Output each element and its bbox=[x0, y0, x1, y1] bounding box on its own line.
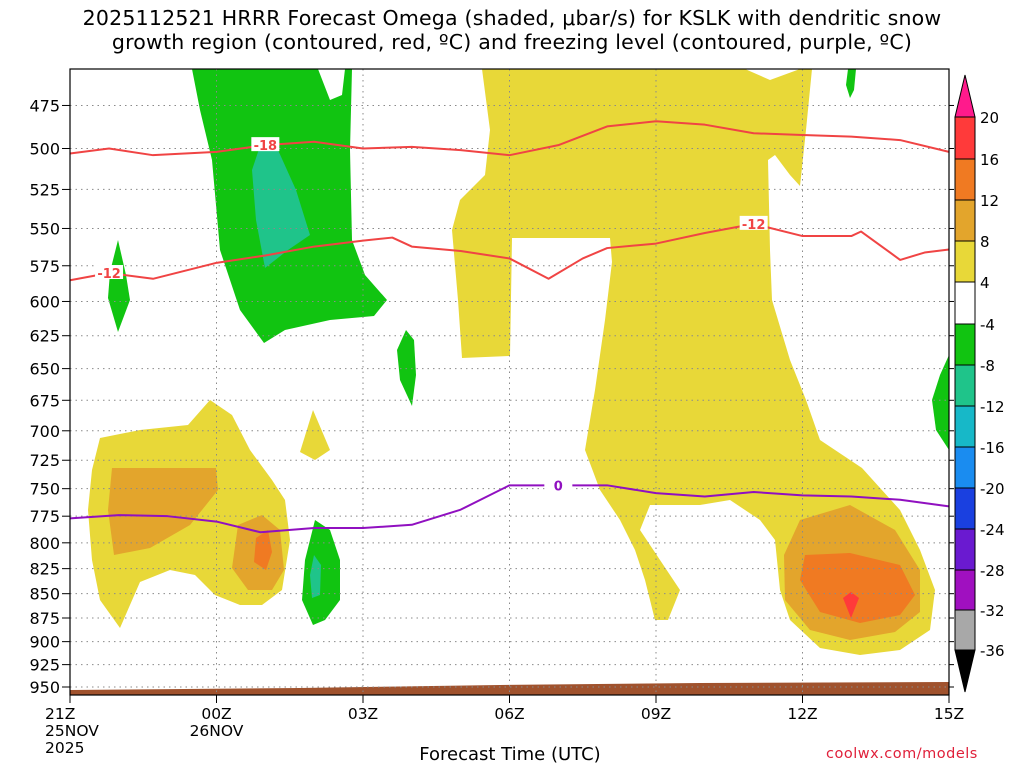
y-tick-label: 950 bbox=[29, 678, 60, 697]
colorbar-swatch bbox=[954, 116, 976, 160]
y-tick-label: 825 bbox=[29, 560, 60, 579]
x-tick-label: 00Z bbox=[201, 705, 231, 723]
x-axis-label: Forecast Time (UTC) bbox=[419, 744, 601, 765]
omega-region bbox=[108, 468, 218, 555]
colorbar-swatch bbox=[954, 487, 976, 530]
contour-line bbox=[69, 484, 950, 534]
y-tick-label: 700 bbox=[29, 422, 60, 441]
credit-link[interactable]: coolwx.com/models bbox=[826, 746, 978, 762]
contour-label: -18 bbox=[254, 139, 278, 154]
x-tick-date: 25NOV bbox=[45, 722, 99, 740]
y-tick-label: 875 bbox=[29, 609, 60, 628]
colorbar-swatch bbox=[954, 199, 976, 242]
chart-title-line-1: 2025112521 HRRR Forecast Omega (shaded, … bbox=[82, 6, 942, 30]
y-tick-label: 775 bbox=[29, 507, 60, 526]
x-tick-label: 15Z bbox=[934, 705, 964, 723]
colorbar-swatch bbox=[954, 528, 976, 571]
colorbar-swatch bbox=[954, 446, 976, 489]
colorbar-swatch bbox=[954, 281, 976, 325]
omega-region bbox=[843, 592, 859, 618]
colorbar-label: -20 bbox=[980, 480, 1005, 498]
colorbar-label: 20 bbox=[980, 109, 999, 127]
colorbar-label: -36 bbox=[980, 642, 1005, 660]
y-axis: 475 500 525 550 575 600 625 650 675 700 725 750 775 8… bbox=[29, 96, 954, 697]
y-tick-label: 850 bbox=[29, 585, 60, 604]
x-tick-label: 06Z bbox=[494, 705, 524, 723]
contour-label: -12 bbox=[742, 218, 766, 233]
contour-label-bg bbox=[95, 265, 124, 280]
colorbar-label: 16 bbox=[980, 151, 999, 169]
contour-label-bg bbox=[739, 215, 768, 230]
colorbar-swatch bbox=[954, 649, 976, 693]
chart-title-line-2: growth region (contoured, red, ºC) and f… bbox=[111, 30, 913, 54]
contour-label: -12 bbox=[97, 267, 121, 282]
x-tick-label: 03Z bbox=[348, 705, 378, 723]
x-tick-date: 26NOV bbox=[190, 722, 244, 740]
x-tick-label: 12Z bbox=[787, 705, 817, 723]
omega-region bbox=[397, 330, 416, 406]
y-tick-label: 800 bbox=[29, 534, 60, 553]
colorbar-swatch bbox=[954, 240, 976, 283]
omega-region bbox=[300, 410, 330, 460]
colorbar-swatch bbox=[954, 569, 976, 611]
colorbar-label: 8 bbox=[980, 233, 990, 251]
omega-region bbox=[252, 146, 310, 268]
colorbar-swatch bbox=[954, 74, 976, 118]
omega-region bbox=[932, 355, 949, 450]
y-tick-label: 675 bbox=[29, 391, 60, 410]
colorbar-label: -4 bbox=[980, 316, 995, 334]
omega-region bbox=[846, 69, 856, 98]
colorbar-label: -28 bbox=[980, 562, 1005, 580]
contour-line bbox=[69, 222, 950, 282]
colorbar: 20 16 12 8 4 -4 -8 -12 -16 -20 -24 -28 -32 -36 bbox=[954, 74, 1005, 693]
x-tick-label: 21Z bbox=[45, 705, 75, 723]
contour-line bbox=[69, 120, 950, 157]
y-tick-label: 625 bbox=[29, 327, 60, 346]
omega-shading bbox=[70, 69, 949, 695]
contour-label-bg bbox=[544, 477, 573, 492]
temperature-contours: -18 -12 -12 0 bbox=[69, 120, 950, 534]
omega-region bbox=[800, 553, 915, 623]
colorbar-label: -8 bbox=[980, 357, 995, 375]
y-tick-label: 575 bbox=[29, 257, 60, 276]
y-tick-label: 600 bbox=[29, 292, 60, 311]
colorbar-label: 12 bbox=[980, 192, 999, 210]
colorbar-label: 4 bbox=[980, 274, 990, 292]
y-tick-label: 550 bbox=[29, 219, 60, 238]
colorbar-swatch bbox=[954, 609, 976, 651]
colorbar-label: -12 bbox=[980, 398, 1005, 416]
omega-region bbox=[302, 520, 340, 625]
y-tick-label: 525 bbox=[29, 180, 60, 199]
y-tick-label: 475 bbox=[29, 96, 60, 115]
colorbar-swatch bbox=[954, 364, 976, 407]
colorbar-label: -24 bbox=[980, 521, 1005, 539]
y-tick-label: 725 bbox=[29, 451, 60, 470]
y-tick-label: 900 bbox=[29, 633, 60, 652]
omega-region bbox=[452, 69, 935, 655]
y-tick-label: 750 bbox=[29, 480, 60, 499]
colorbar-swatch bbox=[954, 158, 976, 201]
grid-lines bbox=[70, 69, 949, 695]
omega-region bbox=[108, 240, 130, 332]
x-tick-label: 09Z bbox=[641, 705, 671, 723]
colorbar-swatch bbox=[954, 405, 976, 448]
x-tick-year: 2025 bbox=[45, 739, 84, 757]
y-tick-label: 500 bbox=[29, 140, 60, 159]
omega-region bbox=[310, 555, 321, 598]
omega-region bbox=[254, 530, 272, 570]
colorbar-label: -32 bbox=[980, 602, 1005, 620]
y-tick-label: 650 bbox=[29, 360, 60, 379]
y-tick-label: 925 bbox=[29, 656, 60, 675]
contour-label: 0 bbox=[554, 479, 563, 494]
chart-title: 2025112521 HRRR Forecast Omega (shaded, … bbox=[0, 6, 1024, 54]
terrain bbox=[70, 682, 949, 695]
colorbar-label: -16 bbox=[980, 439, 1005, 457]
contour-label-bg bbox=[251, 137, 280, 152]
colorbar-swatch bbox=[954, 323, 976, 366]
